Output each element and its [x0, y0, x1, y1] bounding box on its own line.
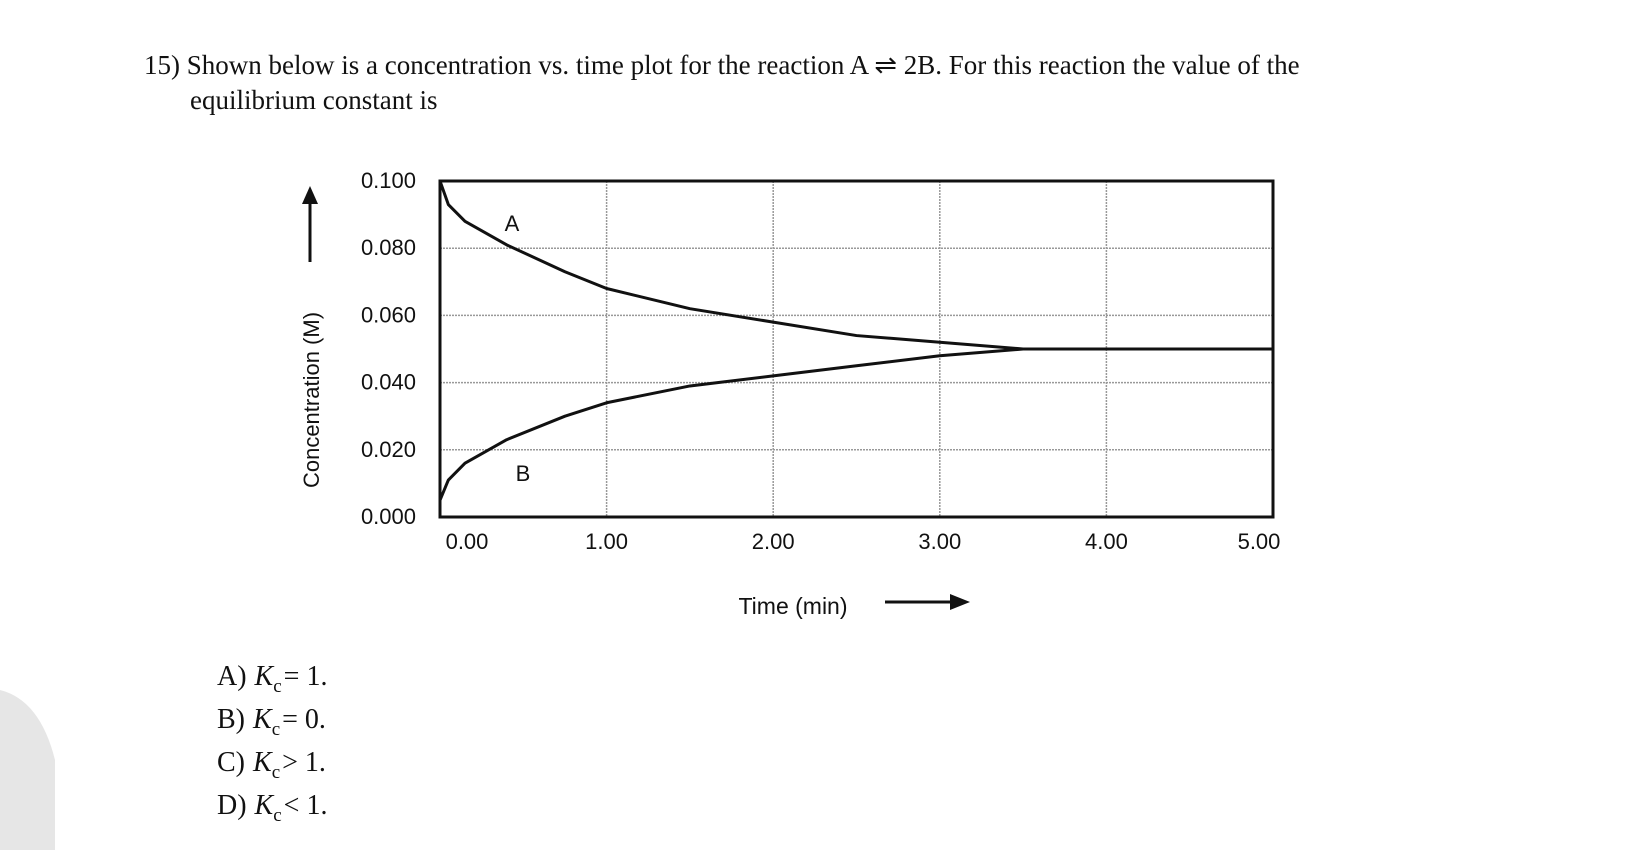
x-tick-label: 1.00	[585, 529, 628, 554]
choice-letter: D)	[217, 790, 247, 821]
choice: A) Kc= 1.	[217, 661, 327, 697]
choice: B) Kc= 0.	[217, 704, 326, 740]
choice-relation: = 1.	[284, 661, 328, 692]
x-tick-label: 2.00	[752, 529, 795, 554]
choice: D) Kc< 1.	[217, 790, 327, 826]
choice-letter: C)	[217, 747, 245, 778]
question-line: equilibrium constant is	[190, 85, 437, 115]
curve-label: B	[516, 461, 531, 486]
y-tick-label: 0.060	[361, 302, 416, 327]
x-tick-label: 5.00	[1238, 529, 1281, 554]
choice-subscript: c	[273, 676, 281, 697]
choice-letter: A)	[217, 661, 247, 692]
data-line	[438, 347, 1273, 501]
y-tick-label: 0.100	[361, 168, 416, 193]
data-line	[438, 180, 1273, 351]
choice-relation: < 1.	[284, 790, 328, 821]
axis-arrow-head	[302, 186, 318, 204]
scan-shadow	[0, 690, 55, 850]
choice-letter: B)	[217, 704, 245, 735]
choice-symbol: K	[254, 661, 275, 692]
x-tick-label: 0.00	[446, 529, 489, 554]
x-axis-label: Time (min)	[738, 593, 847, 619]
axis-arrow-head	[950, 594, 970, 610]
x-tick-label: 4.00	[1085, 529, 1128, 554]
y-axis-label: Concentration (M)	[299, 312, 324, 488]
y-tick-label: 0.020	[361, 437, 416, 462]
choice-symbol: K	[252, 704, 273, 735]
y-tick-label: 0.040	[361, 370, 416, 395]
choice: C) Kc> 1.	[217, 747, 326, 783]
choice-subscript: c	[273, 805, 281, 826]
choice-relation: > 1.	[282, 747, 326, 778]
choice-symbol: K	[254, 790, 275, 821]
choice-subscript: c	[272, 719, 280, 740]
y-tick-label: 0.000	[361, 504, 416, 529]
choices: A) Kc= 1.B) Kc= 0.C) Kc> 1.D) Kc< 1.	[217, 661, 327, 826]
y-tick-label: 0.080	[361, 235, 416, 260]
curve-label: A	[505, 211, 520, 236]
choice-symbol: K	[252, 747, 273, 778]
chart: 0.000 0.020 0.040 0.060 0.080 0.100 0.00 1.00 2.…	[299, 168, 1280, 619]
choice-relation: = 0.	[282, 704, 326, 735]
x-tick-label: 3.00	[918, 529, 961, 554]
question-line: 15) Shown below is a concentration vs. t…	[144, 50, 1300, 80]
choice-subscript: c	[272, 762, 280, 783]
